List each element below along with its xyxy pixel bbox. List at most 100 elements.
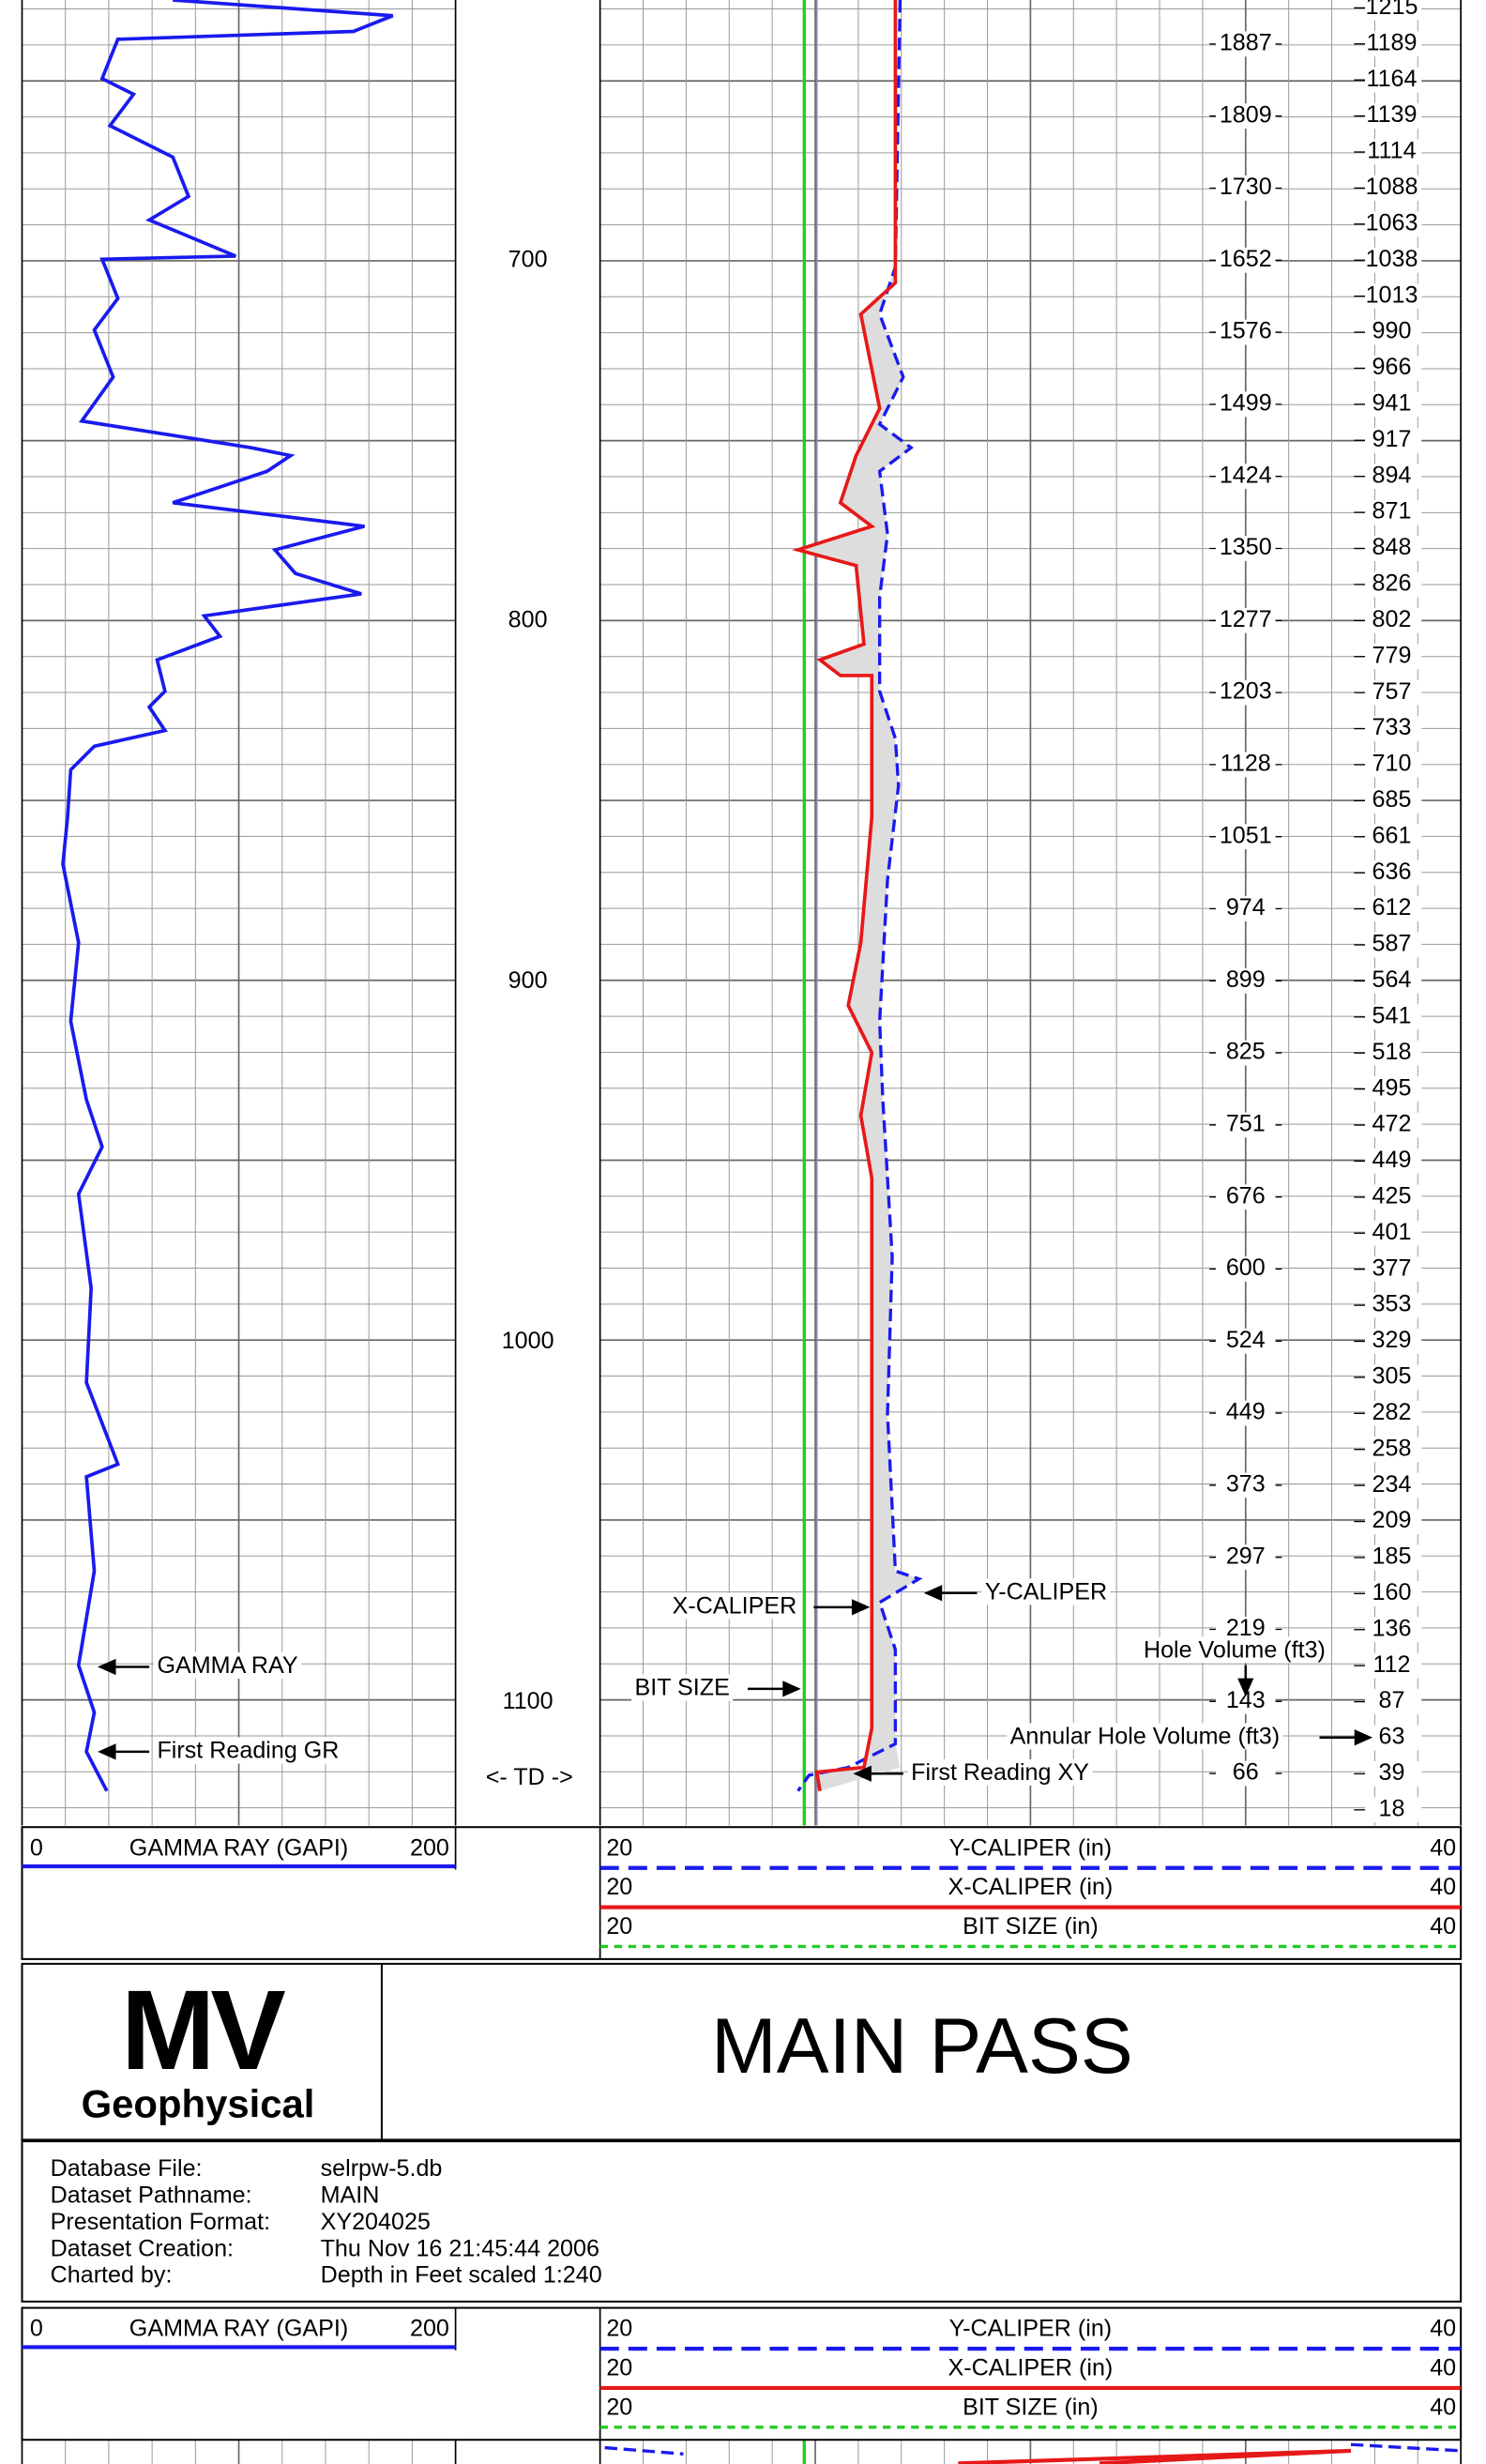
label-bg: [1365, 968, 1422, 994]
annotation: First Reading XY: [911, 1759, 1089, 1786]
label-bg: [1365, 427, 1422, 453]
label-bg: [1365, 247, 1422, 273]
annular-volume-label: 541: [1372, 1002, 1412, 1028]
annular-volume-label: 826: [1372, 570, 1412, 597]
annular-volume-label: 685: [1372, 786, 1412, 813]
label-bg: [154, 1737, 342, 1764]
hole-volume-label: 1277: [1220, 606, 1272, 632]
annular-volume-label: 87: [1379, 1687, 1405, 1713]
legend-min: 20: [606, 2316, 632, 2342]
label-bg: [1365, 1364, 1422, 1391]
label-bg: [1365, 356, 1422, 381]
annular-volume-label: 518: [1372, 1039, 1412, 1065]
annular-volume-label: 1164: [1366, 66, 1417, 92]
annular-volume-label: 377: [1372, 1255, 1412, 1281]
annular-volume-label: 757: [1372, 678, 1412, 705]
legend-min: 20: [606, 1834, 632, 1861]
hole-volume-label: 66: [1233, 1759, 1259, 1786]
label-bg: [1007, 1723, 1283, 1750]
depth-label: 800: [508, 607, 548, 633]
label-bg: [1215, 1112, 1276, 1138]
hole-volume-label: 297: [1226, 1543, 1266, 1569]
label-bg: [1365, 824, 1422, 850]
annular-volume-label: 234: [1372, 1471, 1412, 1498]
label-bg: [1140, 1636, 1329, 1664]
y-caliper-curve: [604, 2442, 1462, 2456]
info-value: selrpw-5.db: [321, 2155, 443, 2182]
legend-name: X-CALIPER (in): [948, 2355, 1113, 2381]
label-bg: [1215, 536, 1276, 561]
info-label: Database File:: [51, 2155, 203, 2182]
label-bg: [1365, 1761, 1422, 1787]
label-bg: [1215, 31, 1276, 57]
x-caliper-curve: [958, 2448, 1352, 2464]
legend-box: [21, 1826, 1463, 1960]
label-bg: [1365, 1256, 1422, 1283]
label-bg: [1215, 247, 1276, 273]
label-bg: [1215, 752, 1276, 778]
label-bg: [1365, 31, 1422, 57]
annular-volume-label: 587: [1372, 931, 1412, 957]
annular-volume-label: 894: [1372, 462, 1412, 488]
annular-volume-label: 112: [1372, 1651, 1410, 1678]
info-value: Depth in Feet scaled 1:240: [321, 2262, 602, 2289]
annular-volume-label: 18: [1379, 1795, 1405, 1821]
label-bg: [1215, 391, 1276, 418]
label-bg: [1365, 0, 1422, 21]
label-bg: [907, 1758, 1093, 1786]
hole-volume-label: 1499: [1220, 390, 1272, 417]
annular-volume-label: 160: [1372, 1579, 1412, 1605]
annular-volume-label: 1215: [1366, 0, 1418, 20]
annular-volume-label: 661: [1372, 822, 1412, 848]
label-bg: [1365, 1400, 1422, 1426]
label-bg: [493, 246, 563, 276]
label-bg: [1215, 1256, 1276, 1282]
label-bg: [1365, 1437, 1422, 1463]
info-value: XY204025: [321, 2209, 431, 2235]
label-bg: [1365, 1652, 1422, 1679]
annular-volume-label: 1013: [1366, 281, 1418, 308]
annotation: First Reading GR: [157, 1738, 339, 1764]
info-value: Thu Nov 16 21:45:44 2006: [321, 2235, 599, 2261]
label-bg: [1215, 607, 1276, 633]
legend-max: 40: [1430, 2394, 1456, 2420]
label-bg: [1365, 139, 1422, 165]
title: MAIN PASS: [711, 2001, 1133, 2090]
label-bg: [1365, 1184, 1422, 1210]
label-bg: [1215, 824, 1276, 850]
legend-name: X-CALIPER (in): [948, 1874, 1113, 1900]
depth-label: 700: [508, 247, 548, 273]
label-bg: [1365, 1509, 1422, 1534]
annular-volume-label: 990: [1372, 318, 1412, 344]
legend-name: BIT SIZE (in): [963, 1913, 1099, 1939]
label-bg: [493, 606, 563, 636]
label-bg: [1365, 607, 1422, 633]
hole-volume-label: 600: [1226, 1255, 1266, 1281]
legend-min: 20: [606, 2355, 632, 2381]
label-bg: [1365, 896, 1422, 921]
label-bg: [1365, 1112, 1422, 1138]
legend-box: [21, 2306, 1463, 2441]
legend-max: 40: [1430, 1913, 1456, 1939]
hole-volume-label: 1051: [1220, 822, 1272, 848]
annular-volume-label: 305: [1372, 1363, 1412, 1390]
annular-volume-label: 966: [1372, 354, 1412, 380]
label-bg: [1365, 679, 1422, 706]
label-bg: [1215, 1472, 1276, 1498]
annotation: X-CALIPER: [673, 1592, 797, 1619]
legend-min: 0: [30, 2316, 43, 2342]
hole-volume-label: 373: [1226, 1471, 1266, 1498]
label-bg: [1215, 464, 1276, 490]
annular-volume-label: 329: [1372, 1327, 1412, 1353]
label-bg: [1215, 1400, 1276, 1426]
annular-volume-label: 941: [1372, 390, 1412, 417]
label-bg: [1365, 391, 1422, 418]
info-label: Dataset Pathname:: [51, 2182, 252, 2208]
y-caliper-curve: [796, 0, 923, 1792]
legend-max: 40: [1430, 2355, 1456, 2381]
hole-volume-label: 1730: [1220, 174, 1272, 200]
label-bg: [1365, 536, 1422, 561]
legend-name: Y-CALIPER (in): [949, 2316, 1113, 2342]
label-bg: [1365, 211, 1422, 237]
